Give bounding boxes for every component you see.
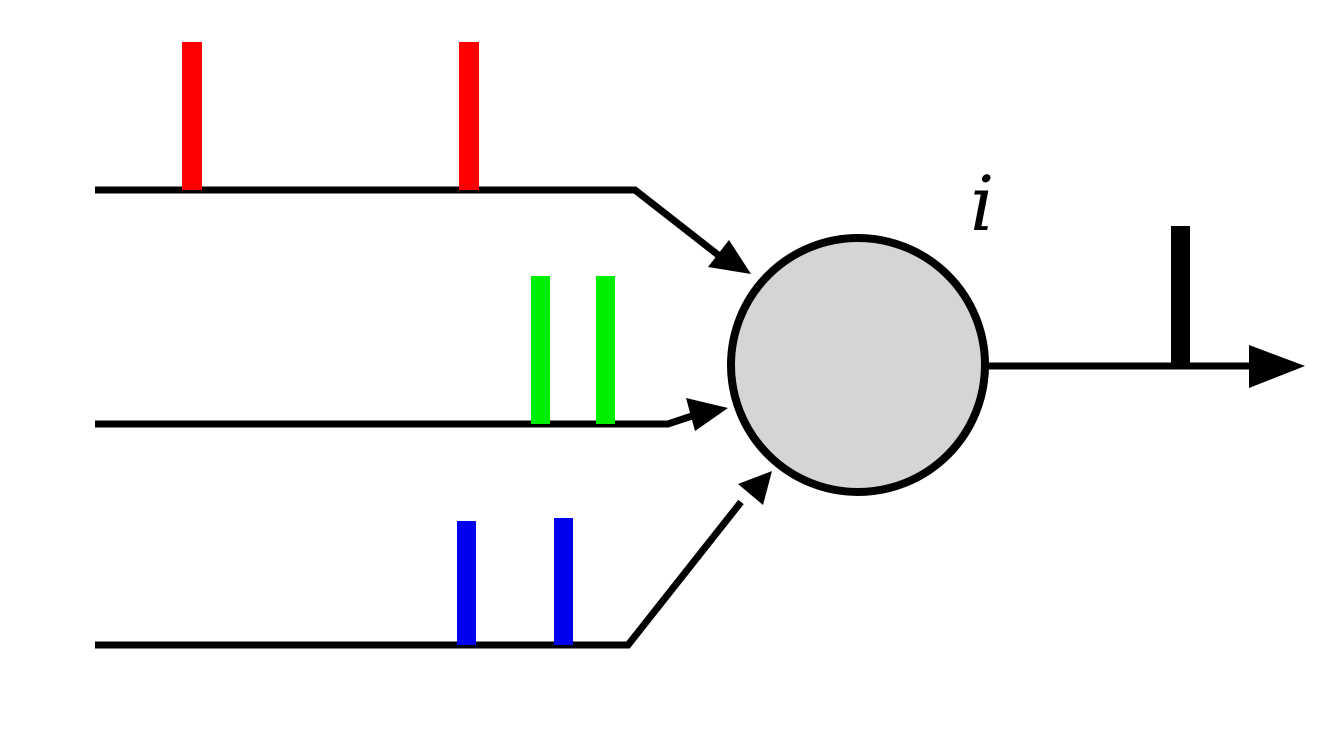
input-line-blue	[95, 471, 772, 649]
output-arrowhead	[1249, 345, 1305, 388]
neuron-label: i	[970, 159, 994, 248]
spike-green-2	[596, 276, 615, 424]
output-spike	[1171, 226, 1190, 366]
spike-blue-2	[554, 518, 573, 645]
input-line-green	[95, 276, 728, 431]
input-axon-blue	[95, 499, 744, 649]
input-axon-green	[95, 411, 697, 428]
spike-green-1	[531, 276, 550, 424]
spike-blue-1	[457, 521, 476, 645]
neuron-body	[727, 234, 989, 496]
input-line-red	[95, 42, 751, 274]
output-line	[986, 226, 1305, 388]
input-arrowhead-red	[708, 240, 751, 274]
input-arrowhead-blue	[738, 471, 772, 505]
spike-red-1	[182, 42, 202, 190]
spike-red-2	[459, 42, 479, 190]
input-axon-red	[95, 186, 725, 261]
input-arrowhead-green	[686, 398, 728, 431]
